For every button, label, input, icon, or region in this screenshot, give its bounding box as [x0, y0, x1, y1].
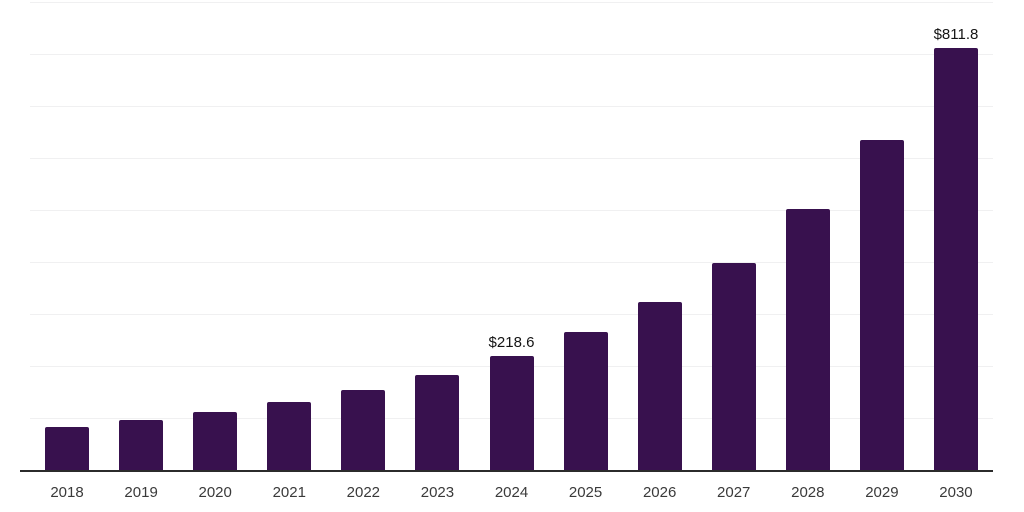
bar-2026 [637, 301, 682, 470]
bar-2027 [711, 262, 756, 470]
gridline-800 [30, 54, 993, 55]
bar-2029 [859, 139, 904, 470]
x-axis-line [20, 470, 993, 472]
gridline-900 [30, 2, 993, 3]
value-label-2030: $811.8 [933, 25, 979, 43]
value-label-2024: $218.6 [488, 334, 535, 352]
bar-2030 [933, 47, 978, 470]
gridline-600 [30, 158, 993, 159]
x-axis-label-2027: 2027 [717, 484, 751, 501]
x-axis-label-2023: 2023 [420, 484, 455, 501]
bar-2021 [267, 401, 312, 470]
bar-2023 [415, 374, 460, 470]
bar-2022 [341, 389, 386, 470]
x-axis-label-2025: 2025 [568, 484, 603, 501]
gridline-500 [30, 210, 993, 211]
bar-2025 [563, 331, 608, 470]
x-axis-label-2021: 2021 [272, 484, 306, 501]
x-axis-label-2029: 2029 [865, 484, 899, 501]
bar-2020 [193, 411, 238, 470]
x-axis-label-2030: 2030 [939, 484, 973, 501]
gridline-300 [30, 314, 993, 315]
bar-2024 [489, 356, 534, 470]
x-axis-label-2022: 2022 [346, 484, 381, 501]
x-axis-label-2028: 2028 [791, 484, 825, 501]
bar-2019 [119, 420, 164, 470]
x-axis-label-2018: 2018 [50, 484, 84, 501]
gridline-400 [30, 262, 993, 263]
x-axis-label-2020: 2020 [198, 484, 232, 501]
gridline-700 [30, 106, 993, 107]
bar-2018 [45, 426, 90, 470]
x-axis-label-2024: 2024 [494, 484, 529, 501]
bar-2028 [785, 209, 830, 470]
x-axis-label-2019: 2019 [124, 484, 158, 501]
x-axis-label-2026: 2026 [642, 484, 677, 501]
